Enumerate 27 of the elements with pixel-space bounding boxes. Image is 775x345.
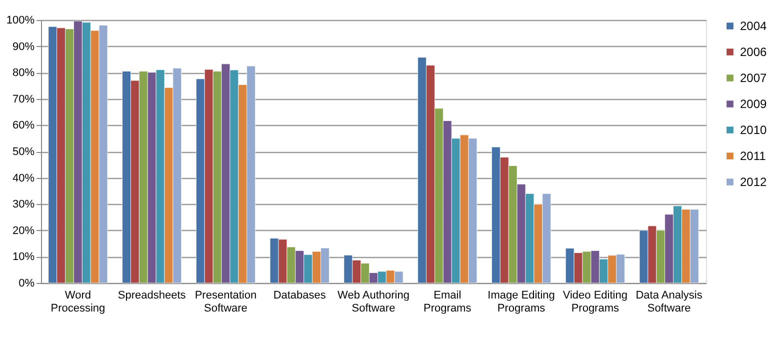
y-tick-label: 30% — [12, 198, 35, 211]
y-tick-label: 50% — [12, 146, 35, 158]
y-tick-label: 20% — [12, 224, 35, 237]
x-tick-label: Spreadsheets — [118, 290, 186, 302]
x-tick-label: Word Processing — [50, 290, 106, 314]
y-tick-label: 0% — [18, 278, 35, 290]
legend-label: 2010 — [740, 123, 768, 137]
legend-label: 2011 — [740, 149, 766, 163]
x-tick-label: Image Editing Programs — [488, 290, 555, 314]
x-tick-label: Web Authoring Software — [338, 290, 410, 314]
y-tick-label: 10% — [12, 251, 35, 264]
y-tick-label: 100% — [6, 14, 35, 26]
y-tick-label: 90% — [12, 40, 35, 53]
x-tick-label: Presentation Software — [194, 290, 257, 314]
legend-label: 2009 — [740, 97, 768, 111]
legend-label: 2007 — [740, 71, 768, 85]
legend-label: 2012 — [740, 175, 768, 189]
y-tick-label: 60% — [12, 120, 35, 132]
x-tick-label: Email Programs — [424, 290, 472, 314]
x-tick-label: Databases — [273, 290, 326, 302]
legend-label: 2004 — [740, 19, 768, 33]
legend-label: 2006 — [740, 45, 768, 59]
y-tick-label: 70% — [12, 93, 35, 106]
x-tick-label: Data Analysis Software — [636, 290, 703, 314]
x-tick-label: Video Editing Programs — [562, 290, 628, 314]
y-tick-label: 40% — [12, 172, 35, 184]
y-tick-label: 80% — [12, 67, 35, 80]
